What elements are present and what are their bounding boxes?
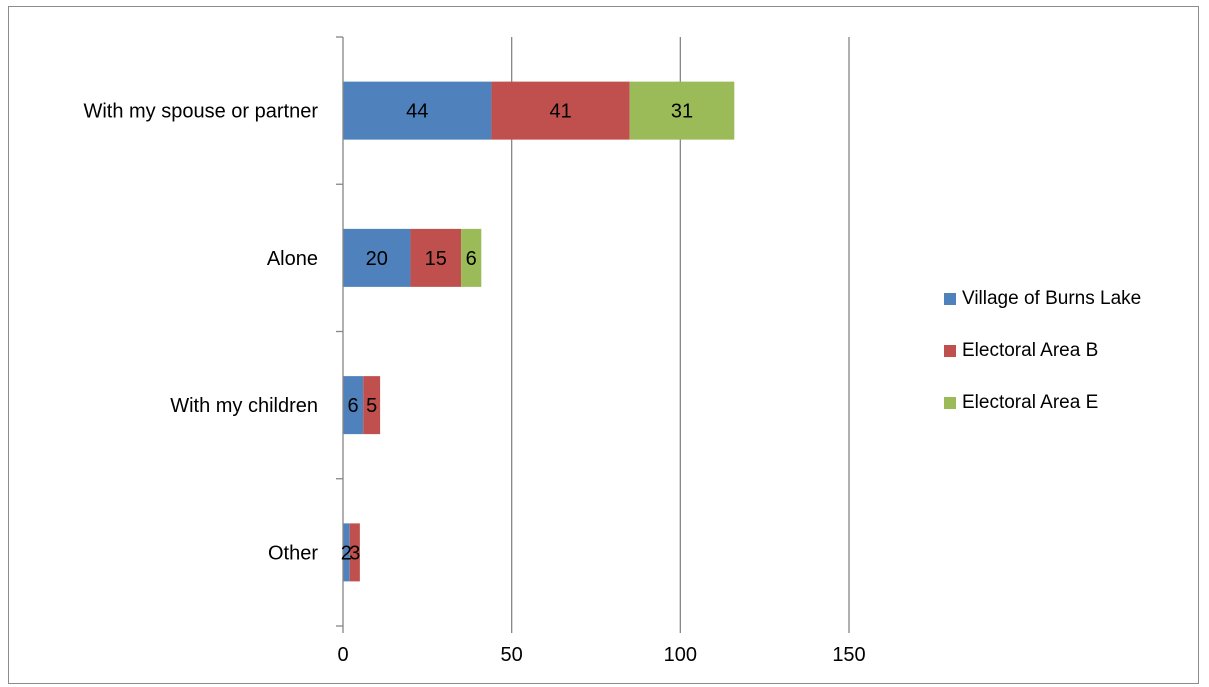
- category-label: Alone: [267, 248, 318, 270]
- x-tick-label: 50: [501, 644, 523, 666]
- x-tick-label: 0: [337, 644, 348, 666]
- bar-segment: [629, 81, 735, 140]
- bar-segment: [461, 228, 482, 287]
- bar-segment: [491, 81, 630, 140]
- data-label: 20: [366, 248, 388, 270]
- data-label: 6: [348, 395, 359, 417]
- bar-segment: [343, 523, 350, 582]
- bar-segment: [343, 228, 411, 287]
- bar-segment: [343, 81, 492, 140]
- bar-segment: [410, 228, 462, 287]
- category-label: With my children: [170, 395, 318, 417]
- category-label: Other: [268, 542, 318, 564]
- data-label: 3: [349, 542, 360, 564]
- legend-label: Electoral Area E: [962, 392, 1099, 413]
- bar-segment: [343, 376, 364, 435]
- data-label: 6: [466, 248, 477, 270]
- legend-item: Electoral Area B: [944, 340, 1141, 362]
- bars: [343, 81, 735, 582]
- x-tick-label: 100: [664, 644, 697, 666]
- x-tick-label: 150: [832, 644, 865, 666]
- axes: [336, 36, 850, 633]
- legend-label: Village of Burns Lake: [962, 288, 1142, 309]
- data-label: 31: [671, 101, 693, 123]
- legend-swatch: [944, 293, 956, 305]
- data-label: 15: [425, 248, 447, 270]
- data-label: 44: [406, 101, 428, 123]
- bar-segment: [349, 523, 360, 582]
- legend-item: Village of Burns Lake: [944, 288, 1141, 310]
- bar-segment: [363, 376, 381, 435]
- legend: Village of Burns Lake Electoral Area B Ele…: [944, 288, 1141, 444]
- data-label: 5: [366, 395, 377, 417]
- legend-swatch: [944, 397, 956, 409]
- legend-swatch: [944, 345, 956, 357]
- legend-label: Electoral Area B: [962, 340, 1099, 361]
- data-label: 41: [549, 101, 571, 123]
- legend-item: Electoral Area E: [944, 392, 1141, 414]
- category-label: With my spouse or partner: [83, 101, 318, 123]
- data-label: 2: [341, 542, 352, 564]
